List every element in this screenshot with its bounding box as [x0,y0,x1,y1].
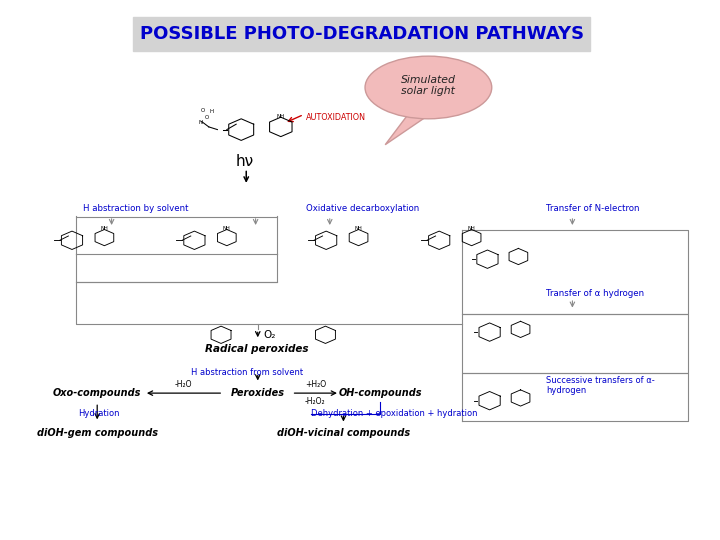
Text: Dehydration + epoxidation + hydration: Dehydration + epoxidation + hydration [311,409,477,418]
Text: H abstraction from solvent: H abstraction from solvent [191,368,303,377]
Bar [133,17,590,51]
Text: N: N [198,120,202,125]
Text: Simulated
solar light: Simulated solar light [401,75,456,96]
Text: H: H [210,110,214,114]
Text: O₂: O₂ [264,330,276,340]
Text: +H₂O: +H₂O [305,380,326,389]
Text: H abstraction by solvent: H abstraction by solvent [83,205,189,213]
Text: NH: NH [276,114,285,119]
Text: NH: NH [355,226,362,231]
Text: OH-compounds: OH-compounds [338,388,422,398]
Text: O: O [205,115,210,120]
Text: O: O [201,109,205,113]
Text: POSSIBLE PHOTO-DEGRADATION PATHWAYS: POSSIBLE PHOTO-DEGRADATION PATHWAYS [140,25,584,43]
Text: Oxo-compounds: Oxo-compounds [53,388,141,398]
Text: Transfer of N-electron: Transfer of N-electron [546,205,639,213]
Text: -H₂O₂: -H₂O₂ [305,397,325,407]
Text: NH: NH [223,226,230,231]
Text: Hydration: Hydration [78,409,120,418]
Polygon shape [385,116,425,145]
Text: NH: NH [468,226,475,231]
Text: Successive transfers of α-
hydrogen: Successive transfers of α- hydrogen [546,376,654,395]
Ellipse shape [365,56,492,119]
Text: -H₂O: -H₂O [175,380,192,389]
Text: AUTOXIDATION: AUTOXIDATION [306,113,366,122]
Text: Radical peroxides: Radical peroxides [204,344,308,354]
Text: Transfer of α hydrogen: Transfer of α hydrogen [546,289,644,298]
Text: hν: hν [235,154,254,170]
Text: Peroxides: Peroxides [230,388,285,398]
Text: NH: NH [101,226,108,231]
Text: diOH-gem compounds: diOH-gem compounds [37,428,158,438]
Text: diOH-vicinal compounds: diOH-vicinal compounds [277,428,410,438]
Text: Oxidative decarboxylation: Oxidative decarboxylation [306,205,419,213]
